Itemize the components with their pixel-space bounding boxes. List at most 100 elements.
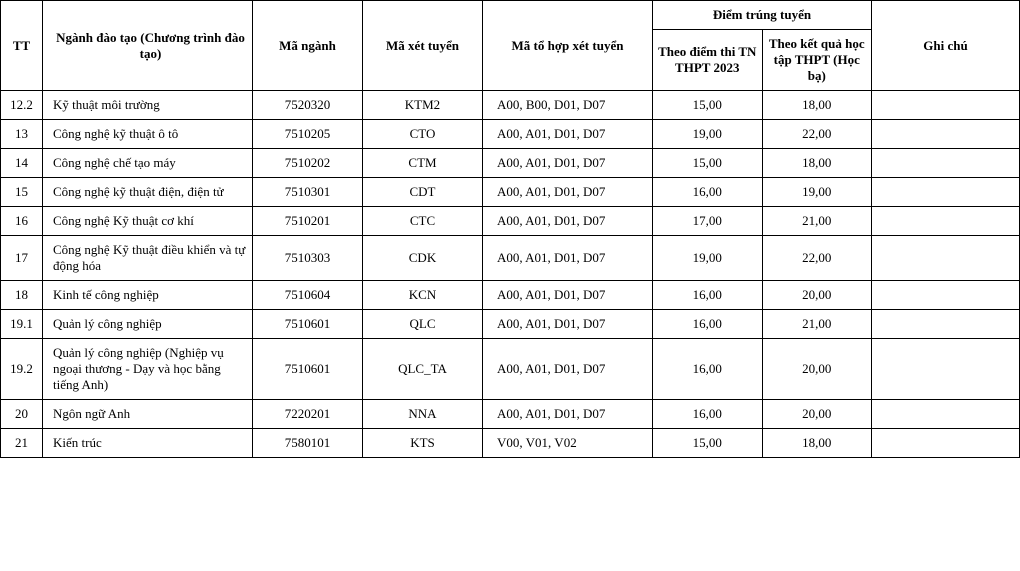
cell-combo: A00, A01, D01, D07 xyxy=(483,281,653,310)
cell-note xyxy=(872,236,1020,281)
cell-score-thi: 19,00 xyxy=(653,236,763,281)
cell-tt: 19.1 xyxy=(1,310,43,339)
cell-name: Kinh tế công nghiệp xyxy=(43,281,253,310)
cell-tt: 19.2 xyxy=(1,339,43,400)
cell-combo: A00, A01, D01, D07 xyxy=(483,178,653,207)
cell-tt: 16 xyxy=(1,207,43,236)
cell-note xyxy=(872,149,1020,178)
table-row: 19.1Quản lý công nghiệp7510601QLCA00, A0… xyxy=(1,310,1020,339)
cell-tt: 12.2 xyxy=(1,91,43,120)
cell-code: 7510604 xyxy=(253,281,363,310)
header-tt: TT xyxy=(1,1,43,91)
cell-name: Công nghệ kỹ thuật điện, điện tử xyxy=(43,178,253,207)
cell-tt: 15 xyxy=(1,178,43,207)
cell-score-hb: 18,00 xyxy=(762,91,872,120)
cell-note xyxy=(872,178,1020,207)
cell-tt: 17 xyxy=(1,236,43,281)
cell-name: Quản lý công nghiệp (Nghiệp vụ ngoại thư… xyxy=(43,339,253,400)
cell-score-thi: 15,00 xyxy=(653,91,763,120)
table-row: 19.2Quản lý công nghiệp (Nghiệp vụ ngoại… xyxy=(1,339,1020,400)
cell-score-thi: 19,00 xyxy=(653,120,763,149)
cell-combo: A00, A01, D01, D07 xyxy=(483,207,653,236)
cell-xt: CTM xyxy=(363,149,483,178)
cell-code: 7510201 xyxy=(253,207,363,236)
admission-table: TT Ngành đào tạo (Chương trình đào tạo) … xyxy=(0,0,1020,458)
cell-tt: 18 xyxy=(1,281,43,310)
cell-name: Công nghệ kỹ thuật ô tô xyxy=(43,120,253,149)
cell-score-hb: 19,00 xyxy=(762,178,872,207)
header-ma-tohop: Mã tổ hợp xét tuyển xyxy=(483,1,653,91)
cell-score-hb: 22,00 xyxy=(762,120,872,149)
cell-note xyxy=(872,400,1020,429)
cell-score-thi: 16,00 xyxy=(653,339,763,400)
cell-name: Công nghệ Kỹ thuật điều khiển và tự động… xyxy=(43,236,253,281)
table-row: 18Kinh tế công nghiệp7510604KCNA00, A01,… xyxy=(1,281,1020,310)
cell-note xyxy=(872,120,1020,149)
cell-name: Kỹ thuật môi trường xyxy=(43,91,253,120)
cell-xt: CTC xyxy=(363,207,483,236)
cell-name: Công nghệ Kỹ thuật cơ khí xyxy=(43,207,253,236)
cell-name: Kiến trúc xyxy=(43,429,253,458)
cell-xt: QLC xyxy=(363,310,483,339)
header-ma-xt: Mã xét tuyển xyxy=(363,1,483,91)
cell-tt: 21 xyxy=(1,429,43,458)
header-diem-group: Điểm trúng tuyển xyxy=(653,1,872,30)
cell-tt: 20 xyxy=(1,400,43,429)
cell-code: 7580101 xyxy=(253,429,363,458)
table-row: 16Công nghệ Kỹ thuật cơ khí7510201CTCA00… xyxy=(1,207,1020,236)
cell-code: 7510303 xyxy=(253,236,363,281)
cell-tt: 14 xyxy=(1,149,43,178)
cell-combo: A00, A01, D01, D07 xyxy=(483,339,653,400)
cell-combo: A00, A01, D01, D07 xyxy=(483,400,653,429)
header-ghichu: Ghi chú xyxy=(872,1,1020,91)
cell-xt: QLC_TA xyxy=(363,339,483,400)
cell-score-thi: 15,00 xyxy=(653,429,763,458)
cell-xt: CDK xyxy=(363,236,483,281)
cell-score-thi: 15,00 xyxy=(653,149,763,178)
cell-xt: KCN xyxy=(363,281,483,310)
cell-score-hb: 21,00 xyxy=(762,310,872,339)
cell-combo: A00, A01, D01, D07 xyxy=(483,236,653,281)
table-body: 12.2Kỹ thuật môi trường7520320KTM2A00, B… xyxy=(1,91,1020,458)
cell-score-thi: 16,00 xyxy=(653,310,763,339)
cell-score-hb: 20,00 xyxy=(762,281,872,310)
cell-score-thi: 16,00 xyxy=(653,400,763,429)
cell-xt: CDT xyxy=(363,178,483,207)
cell-combo: A00, B00, D01, D07 xyxy=(483,91,653,120)
cell-name: Công nghệ chế tạo máy xyxy=(43,149,253,178)
cell-score-hb: 18,00 xyxy=(762,429,872,458)
cell-note xyxy=(872,91,1020,120)
header-diem-thi: Theo điểm thi TN THPT 2023 xyxy=(653,30,763,91)
header-nganh: Ngành đào tạo (Chương trình đào tạo) xyxy=(43,1,253,91)
table-row: 12.2Kỹ thuật môi trường7520320KTM2A00, B… xyxy=(1,91,1020,120)
cell-xt: KTS xyxy=(363,429,483,458)
cell-score-hb: 20,00 xyxy=(762,339,872,400)
cell-xt: NNA xyxy=(363,400,483,429)
cell-combo: A00, A01, D01, D07 xyxy=(483,120,653,149)
table-row: 13Công nghệ kỹ thuật ô tô7510205CTOA00, … xyxy=(1,120,1020,149)
cell-code: 7510601 xyxy=(253,339,363,400)
cell-note xyxy=(872,281,1020,310)
cell-score-thi: 16,00 xyxy=(653,178,763,207)
cell-combo: V00, V01, V02 xyxy=(483,429,653,458)
table-row: 20Ngôn ngữ Anh7220201NNAA00, A01, D01, D… xyxy=(1,400,1020,429)
cell-xt: CTO xyxy=(363,120,483,149)
cell-combo: A00, A01, D01, D07 xyxy=(483,149,653,178)
cell-score-thi: 16,00 xyxy=(653,281,763,310)
cell-xt: KTM2 xyxy=(363,91,483,120)
cell-code: 7520320 xyxy=(253,91,363,120)
cell-score-hb: 22,00 xyxy=(762,236,872,281)
cell-code: 7510202 xyxy=(253,149,363,178)
table-header: TT Ngành đào tạo (Chương trình đào tạo) … xyxy=(1,1,1020,91)
cell-code: 7220201 xyxy=(253,400,363,429)
cell-note xyxy=(872,310,1020,339)
cell-code: 7510301 xyxy=(253,178,363,207)
table-row: 17Công nghệ Kỹ thuật điều khiển và tự độ… xyxy=(1,236,1020,281)
cell-note xyxy=(872,207,1020,236)
cell-score-hb: 21,00 xyxy=(762,207,872,236)
table-row: 15Công nghệ kỹ thuật điện, điện tử751030… xyxy=(1,178,1020,207)
cell-score-hb: 18,00 xyxy=(762,149,872,178)
cell-score-thi: 17,00 xyxy=(653,207,763,236)
cell-score-hb: 20,00 xyxy=(762,400,872,429)
cell-code: 7510205 xyxy=(253,120,363,149)
